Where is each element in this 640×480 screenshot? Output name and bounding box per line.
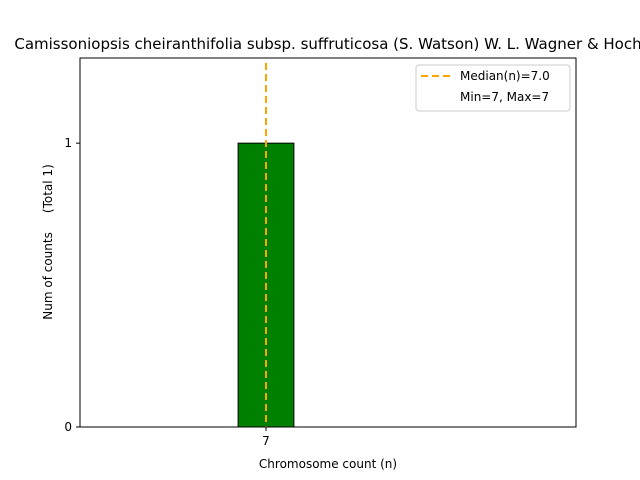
y-axis-label: Num of counts (Total 1) <box>41 164 55 319</box>
legend: Median(n)=7.0 Min=7, Max=7 <box>415 64 571 112</box>
chart-marks <box>80 63 452 428</box>
chart-title: Camissoniopsis cheiranthifolia subsp. su… <box>14 35 640 53</box>
y-tick-label-1: 1 <box>64 136 72 150</box>
x-tick-label-7: 7 <box>262 434 270 448</box>
legend-entry-median: Median(n)=7.0 <box>460 69 550 83</box>
legend-box <box>415 64 571 112</box>
y-tick-label-0: 0 <box>64 420 72 434</box>
legend-entry-minmax: Min=7, Max=7 <box>460 90 549 104</box>
x-axis-label: Chromosome count (n) <box>259 457 397 471</box>
plot-frame <box>79 57 577 428</box>
axis-ticks: 0 1 7 <box>64 136 269 448</box>
